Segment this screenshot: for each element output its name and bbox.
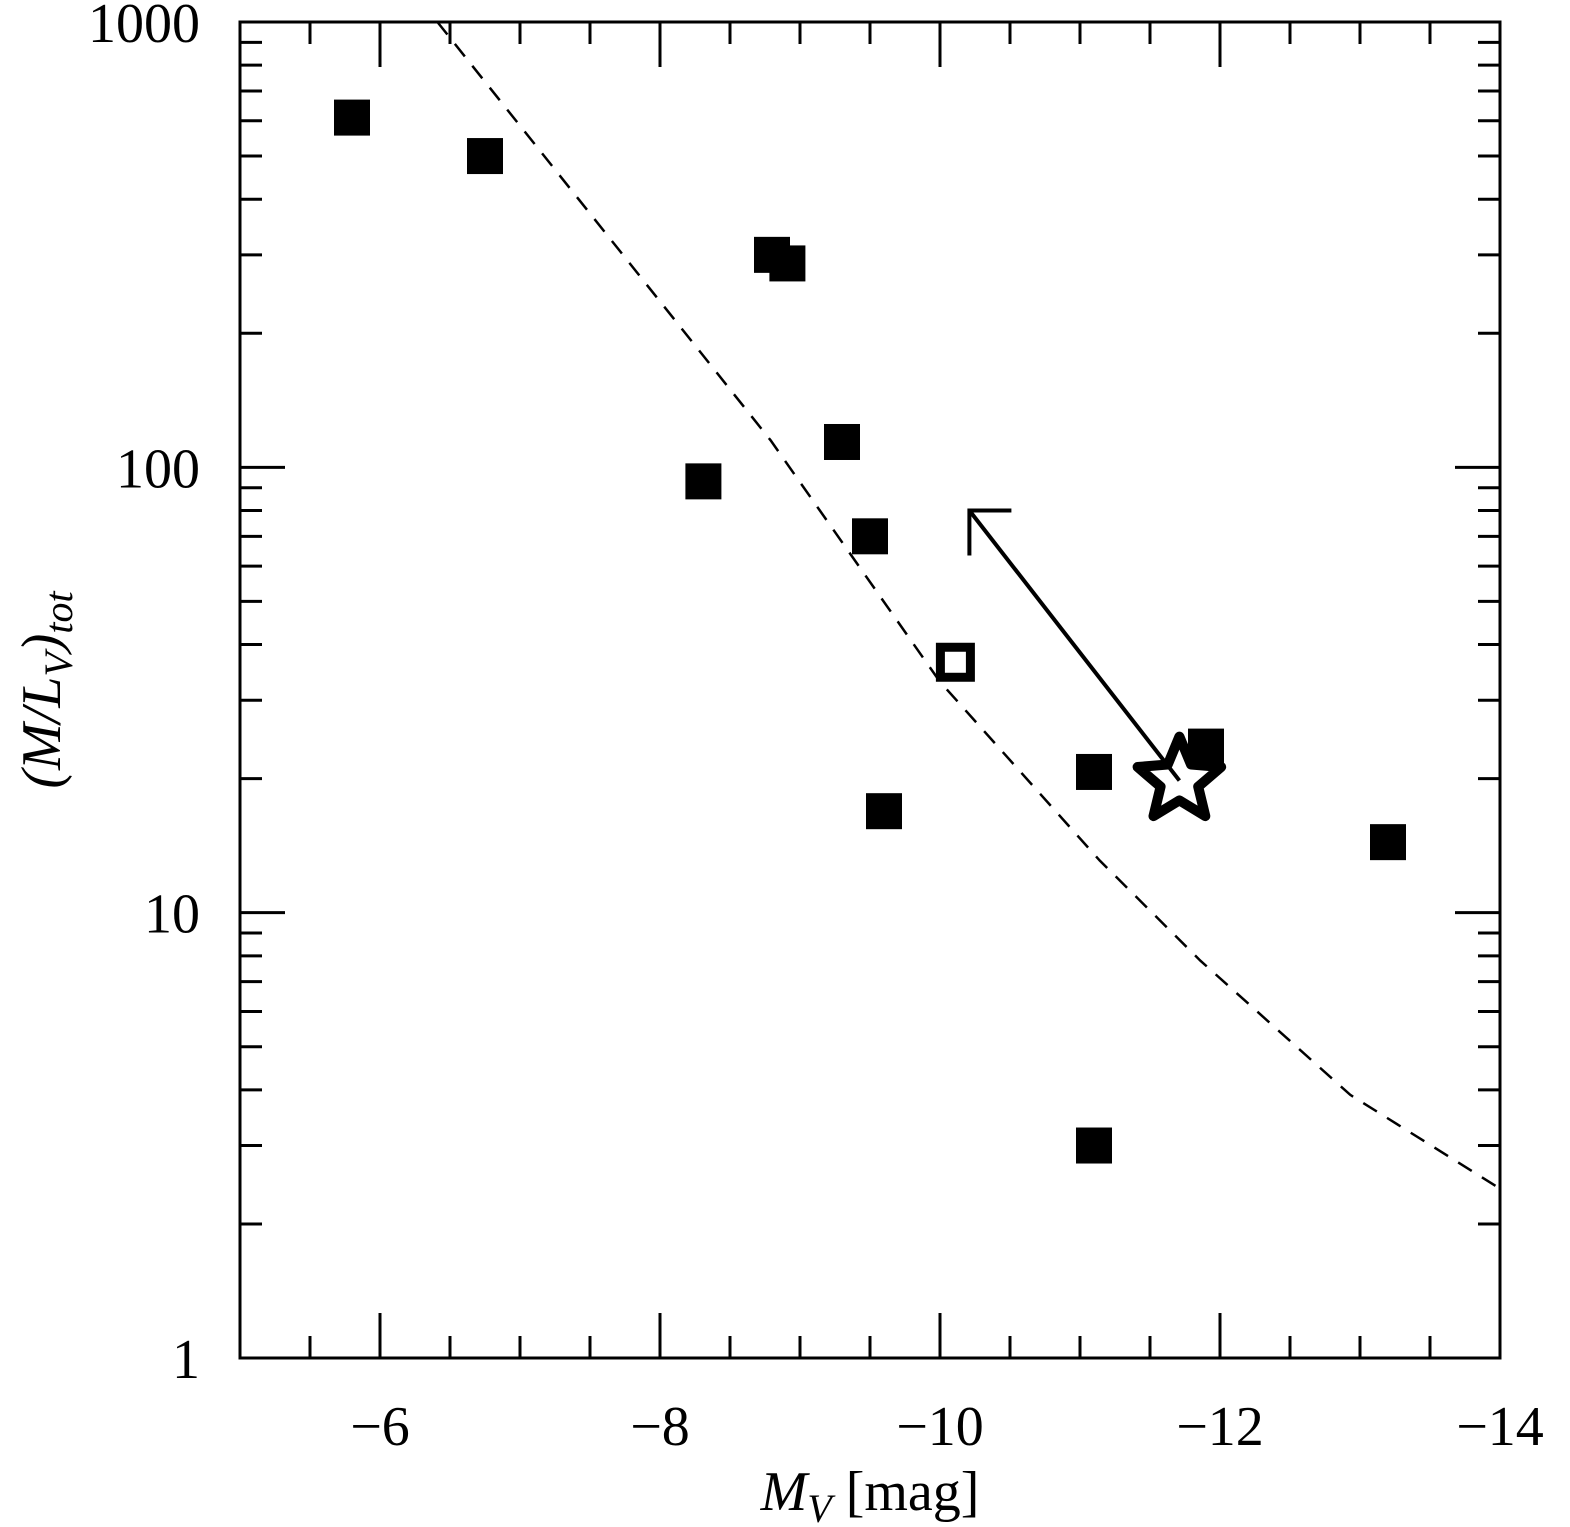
plot-frame [238,20,1502,1360]
arrow [967,509,1181,782]
y-tick-label: 1 [172,1329,200,1391]
square-point [852,518,888,555]
square-point [334,99,370,136]
x-axis-label: MV [mag] [760,1461,980,1527]
y-tick-label: 100 [116,438,200,500]
square-point [866,793,902,830]
x-axis-label-part: [mag] [832,1461,980,1523]
y-axis-label-part: V [36,648,81,677]
square-point [467,138,503,175]
y-axis-label-part: ) [11,634,73,656]
x-axis-label-part: M [760,1461,811,1523]
y-axis-label: (M/LV)tot [11,590,81,788]
square-point [824,423,860,460]
y-tick-label: 1000 [88,0,200,55]
arrow-head [967,508,1012,556]
y-axis-label-part: (M/L [11,677,73,789]
square-point [769,245,806,282]
x-tick-label: −12 [1176,1396,1264,1458]
square-point [1076,753,1112,790]
x-tick-label: −6 [350,1396,410,1458]
square-point [1370,824,1406,861]
square-point [1188,728,1224,765]
x-tick-label: −8 [630,1396,690,1458]
open-square-point [935,642,975,682]
y-axis-label-part: tot [36,590,81,633]
x-axis-label-part: V [807,1486,836,1527]
x-tick-label: −14 [1456,1396,1544,1458]
square-point [1076,1127,1112,1164]
x-tick-label: −10 [896,1396,984,1458]
star-point [1132,731,1227,822]
square-point [685,463,722,500]
dashed-curve [436,21,1501,1190]
y-tick-label: 10 [144,884,200,946]
